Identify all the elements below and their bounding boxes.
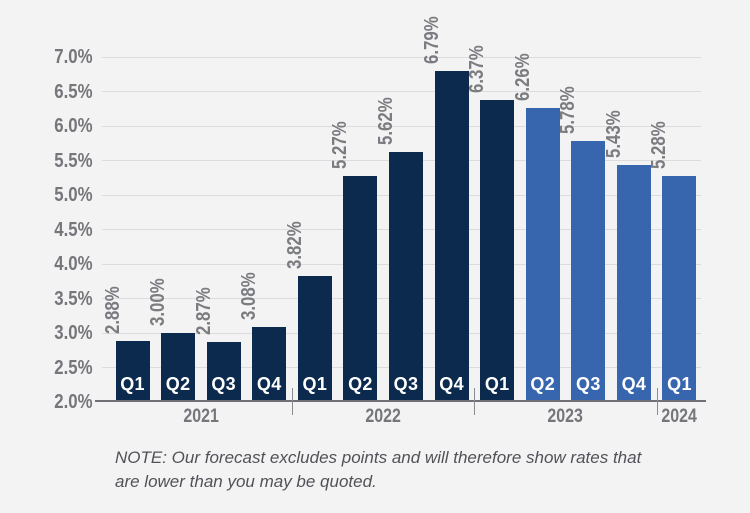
bar-value-text: 6.79% [420, 16, 443, 65]
bar-quarter-label: Q1 [667, 373, 692, 394]
bar-value-text: 5.27% [329, 121, 352, 170]
y-axis-tick-text: 2.0% [54, 391, 93, 413]
bar-quarter-label: Q4 [256, 373, 282, 394]
bar-value-label: 5.43% [602, 102, 625, 159]
gridline [102, 91, 701, 92]
bar-quarter-label: Q2 [165, 374, 191, 394]
bar-value-label: 5.27% [329, 113, 352, 170]
bar-value-label: 6.26% [511, 44, 534, 102]
bar-value-text: 3.08% [238, 272, 261, 321]
bar-value-label: 5.28% [648, 112, 671, 169]
bar-value-text: 3.00% [147, 278, 170, 326]
bar-quarter-label: Q1 [120, 373, 145, 394]
bar-value-text: 6.37% [466, 45, 489, 94]
bar-value-label: 2.88% [101, 278, 124, 335]
chart-footnote: NOTE: Our forecast excludes points and w… [115, 448, 642, 491]
y-axis-tick-label: 6.5% [33, 80, 93, 104]
year-label: 2021 [156, 406, 246, 428]
bar-value-label: 3.00% [147, 269, 170, 326]
year-label-text: 2021 [183, 406, 219, 427]
bar-quarter-label: Q3 [576, 373, 601, 394]
bar-value-label: 5.62% [374, 89, 397, 146]
bar: Q1 [662, 175, 697, 402]
y-axis-tick-label: 2.0% [33, 390, 93, 414]
bar-value-text: 5.43% [602, 110, 625, 159]
bar-value-text: 6.26% [511, 53, 534, 102]
bar-value-text: 2.87% [192, 287, 215, 335]
gridline [102, 125, 701, 127]
y-axis-tick-label: 5.0% [33, 183, 93, 207]
y-axis-tick-label: 3.5% [33, 287, 93, 311]
bar: Q3 [388, 152, 423, 402]
y-axis-tick-label: 2.5% [33, 356, 93, 380]
year-label-text: 2022 [365, 406, 401, 427]
bar: Q2 [525, 108, 560, 402]
bar-quarter-label: Q2 [348, 373, 373, 394]
bar-value-text: 5.62% [374, 97, 397, 146]
year-label: 2022 [338, 406, 428, 428]
bar: Q2 [161, 333, 196, 402]
year-label: 2024 [634, 406, 724, 428]
bar-value-label: 2.87% [192, 278, 215, 335]
y-axis-tick-text: 3.5% [54, 287, 93, 310]
y-axis-tick-text: 6.0% [54, 115, 93, 137]
year-divider-tick [292, 388, 294, 415]
bar: Q4 [434, 71, 469, 402]
y-axis-tick-text: 7.0% [54, 46, 93, 68]
gridline [102, 56, 701, 58]
y-axis-tick-text: 3.0% [54, 322, 93, 344]
bar-value-label: 6.37% [466, 37, 489, 94]
y-axis-tick-label: 4.5% [33, 218, 93, 242]
bar: Q2 [343, 176, 378, 402]
y-axis-tick-label: 3.0% [33, 321, 93, 345]
year-divider-tick [474, 388, 476, 415]
bar-quarter-label: Q4 [439, 373, 464, 394]
y-axis-tick-label: 6.0% [33, 114, 93, 138]
year-divider-tick [656, 388, 658, 415]
y-axis-tick-text: 4.0% [54, 253, 93, 275]
y-axis-tick-text: 2.5% [54, 356, 93, 379]
bar-quarter-label: Q3 [393, 373, 419, 394]
x-axis-line [95, 400, 706, 402]
y-axis-tick-text: 5.0% [54, 184, 93, 206]
bar-value-text: 5.78% [557, 86, 580, 135]
bar-quarter-label: Q1 [484, 373, 510, 394]
bar-quarter-label: Q2 [530, 373, 556, 394]
bar-value-label: 6.79% [420, 8, 443, 65]
bar-value-text: 5.28% [648, 121, 671, 169]
y-axis-tick-text: 6.5% [54, 80, 93, 103]
year-label-text: 2024 [661, 406, 698, 427]
bar-value-label: 3.08% [238, 264, 261, 321]
bar-quarter-label: Q1 [302, 373, 328, 394]
bar-value-text: 3.82% [283, 221, 306, 270]
y-axis-tick-label: 5.5% [33, 149, 93, 173]
bar: Q4 [252, 327, 287, 402]
bar: Q1 [297, 276, 332, 402]
bar-value-label: 5.78% [557, 77, 580, 135]
bar-quarter-label: Q3 [211, 373, 236, 394]
y-axis-tick-text: 4.5% [54, 218, 93, 241]
bar: Q3 [206, 341, 241, 402]
y-axis-tick-label: 7.0% [33, 45, 93, 69]
bar-value-text: 2.88% [101, 286, 124, 335]
year-label-text: 2023 [547, 406, 584, 427]
bar: Q4 [616, 165, 651, 402]
y-axis-tick-label: 4.0% [33, 252, 93, 276]
bar: Q1 [480, 100, 515, 402]
year-label: 2023 [521, 406, 611, 428]
bar: Q1 [115, 341, 150, 402]
bar-quarter-label: Q4 [621, 373, 647, 394]
bar: Q3 [571, 141, 606, 402]
y-axis-tick-text: 5.5% [54, 149, 93, 172]
bar-value-label: 3.82% [283, 213, 306, 270]
